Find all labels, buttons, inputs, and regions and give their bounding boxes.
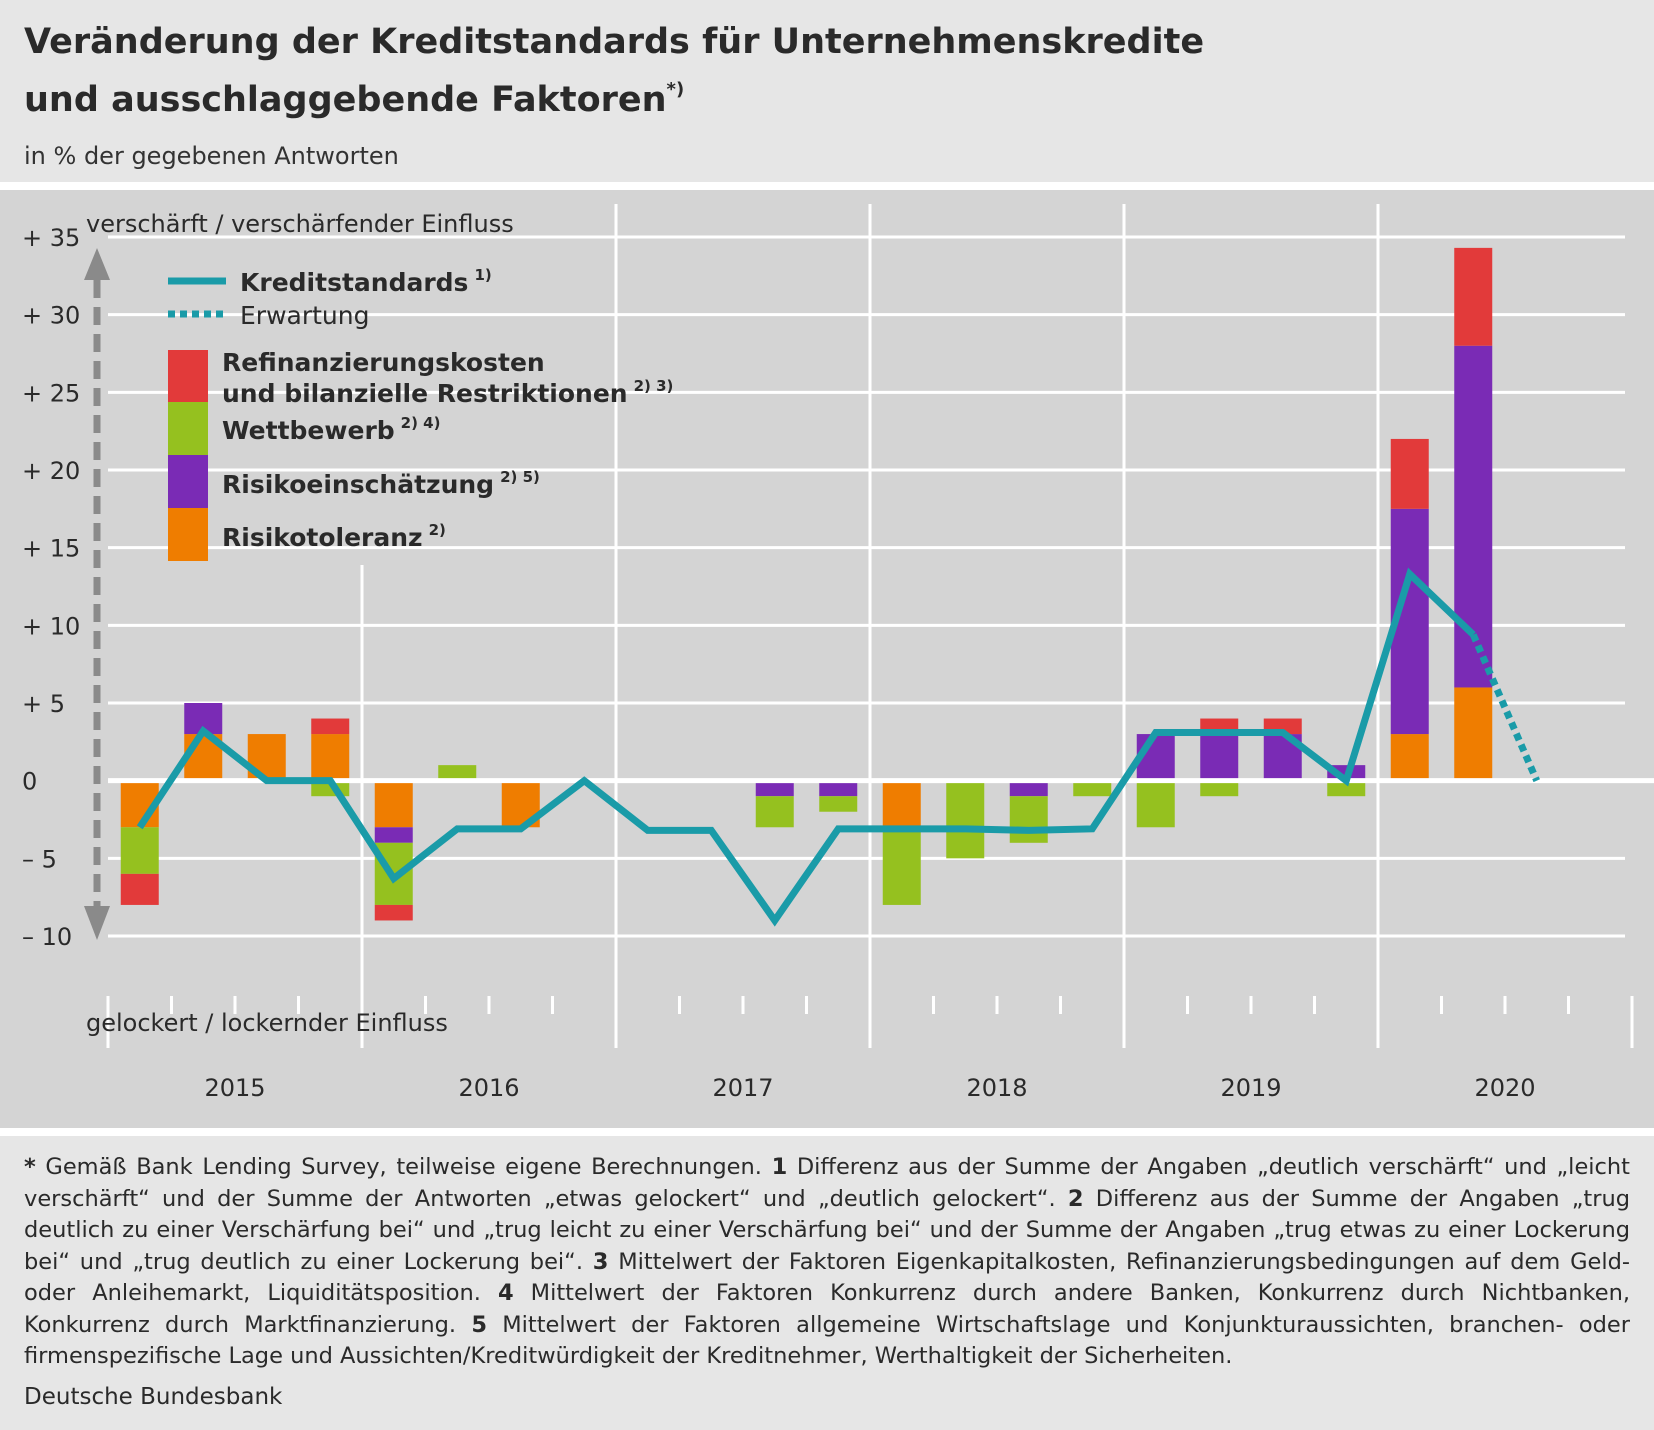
bar-wettbewerb	[1136, 780, 1175, 828]
bar-wettbewerb	[755, 796, 794, 828]
bar-wettbewerb	[438, 765, 477, 781]
x-year-label: 2019	[1220, 1074, 1281, 1102]
footnote-number-5: 5	[471, 1311, 487, 1338]
y-tick-label: 0	[22, 768, 37, 796]
y-tick-label: + 20	[22, 457, 80, 485]
bar-wettbewerb	[1327, 780, 1366, 797]
bar-wettbewerb	[120, 827, 159, 874]
kreditstandards-line	[136, 567, 1476, 927]
bar-risikoeinschaetzung	[819, 780, 858, 797]
y-tick-label: + 25	[22, 379, 80, 407]
footnote-number-4: 4	[497, 1280, 514, 1306]
x-year-label: 2015	[204, 1074, 265, 1102]
footnote-area: * Gemäß Bank Lending Survey, teilweise e…	[0, 1136, 1654, 1430]
y-tick-label: – 10	[22, 923, 72, 951]
footnote-text-4: Mittelwert der Faktoren Konkurrenz durch…	[24, 1280, 1630, 1338]
bar-risikotoleranz	[374, 780, 413, 828]
bar-wettbewerb	[1009, 796, 1048, 843]
bar-risikotoleranz	[1390, 734, 1429, 781]
bar-wettbewerb	[1073, 780, 1112, 797]
legend-swatch-refinanzierung	[168, 350, 208, 402]
title-footnote-marker: *)	[666, 79, 685, 100]
bar-wettbewerb	[1200, 780, 1239, 797]
legend: Kreditstandards 1) Erwartung Refinanzierung…	[168, 266, 673, 561]
bar-risikotoleranz	[1454, 687, 1493, 781]
legend-label-refinanzierung-line1: Refinanzierungskosten	[222, 348, 545, 377]
legend-label-risikotoleranz: Risikotoleranz 2)	[222, 521, 446, 552]
legend-swatch-risikotoleranz	[168, 508, 208, 561]
footnote-text-5: Mittelwert der Faktoren allgemeine Wirts…	[24, 1311, 1630, 1370]
footnote-number-1: 1	[771, 1154, 788, 1180]
bar-risikoeinschaetzung	[755, 780, 794, 797]
bar-refinanzierung	[120, 873, 159, 905]
footnote-text-3: Mittelwert der Faktoren Eigenkapitalkost…	[24, 1248, 1630, 1307]
footnote-star: *	[24, 1154, 36, 1180]
legend-swatch-wettbewerb	[168, 402, 208, 455]
footnote-number-3: 3	[592, 1248, 609, 1275]
gridlines	[106, 204, 1634, 1048]
x-year-label: 2018	[966, 1074, 1027, 1102]
bar-wettbewerb	[946, 780, 985, 859]
axis-bottom-label: gelockert / lockernder Einfluss	[86, 1009, 448, 1037]
footnote-number-2: 2	[1067, 1185, 1084, 1212]
x-year-label: 2016	[458, 1074, 519, 1102]
title-line-1: Veränderung der Kreditstandards für Unte…	[24, 22, 1205, 62]
axis-top-label: verschärft / verschärfender Einfluss	[86, 210, 514, 238]
chart-title: Veränderung der Kreditstandards für Unte…	[24, 18, 1324, 124]
source-label: Deutsche Bundesbank	[24, 1384, 283, 1410]
legend-label-kreditstandards: Kreditstandards 1)	[240, 266, 492, 297]
bar-refinanzierung	[374, 904, 413, 921]
bar-risikotoleranz	[882, 780, 921, 828]
y-tick-label: + 10	[22, 612, 80, 640]
stacked-bar-line-chart: + 35 + 30 + 25 + 20 + 15 + 10 + 5 0 – 5 – 10 2015 2…	[22, 204, 1654, 1102]
bar-risikotoleranz	[311, 734, 350, 781]
y-tick-label: – 5	[22, 845, 57, 873]
bar-wettbewerb	[882, 827, 921, 905]
x-year-label: 2020	[1474, 1074, 1535, 1102]
y-tick-label: + 35	[22, 224, 80, 252]
legend-label-erwartung: Erwartung	[240, 301, 369, 330]
y-tick-label: + 5	[22, 690, 65, 718]
y-tick-label: + 15	[22, 535, 80, 563]
bar-refinanzierung	[1390, 438, 1429, 509]
bar-risikoeinschaetzung	[374, 827, 413, 843]
bar-refinanzierung	[1454, 247, 1493, 346]
footnote-text-2: Differenz aus der Summe der Angaben „tru…	[24, 1185, 1630, 1275]
arrow-down-icon	[84, 906, 110, 940]
lines	[136, 567, 1540, 927]
legend-label-wettbewerb: Wettbewerb 2) 4)	[222, 414, 440, 445]
bar-risikoeinschaetzung	[1009, 780, 1048, 797]
legend-swatch-risikoeinschaetzung	[168, 455, 208, 508]
bar-wettbewerb	[819, 796, 858, 812]
bar-risikoeinschaetzung	[1200, 734, 1239, 781]
axes: + 35 + 30 + 25 + 20 + 15 + 10 + 5 0 – 5 – 10 2015 2…	[22, 210, 1536, 1102]
arrow-up-icon	[84, 248, 110, 280]
chart-header: Veränderung der Kreditstandards für Unte…	[0, 0, 1654, 182]
legend-label-refinanzierung-line2: und bilanzielle Restriktionen 2) 3)	[222, 377, 673, 408]
x-year-label: 2017	[712, 1074, 773, 1102]
footnote-text: * Gemäß Bank Lending Survey, teilweise e…	[24, 1152, 1630, 1373]
bar-refinanzierung	[311, 718, 350, 735]
y-tick-label: + 30	[22, 302, 80, 330]
legend-label-risikoeinschaetzung: Risikoeinschätzung 2) 5)	[222, 468, 540, 499]
footnote-text-1: Differenz aus der Summe der Angaben „deu…	[24, 1154, 1630, 1212]
footnote-star-text: Gemäß Bank Lending Survey, teilweise eig…	[35, 1154, 772, 1180]
chart-area: + 35 + 30 + 25 + 20 + 15 + 10 + 5 0 – 5 – 10 2015 2…	[0, 190, 1654, 1128]
title-line-2: und ausschlaggebende Faktoren	[24, 80, 667, 120]
erwartung-line	[1470, 633, 1540, 783]
chart-subtitle: in % der gegebenen Antworten	[24, 142, 399, 170]
